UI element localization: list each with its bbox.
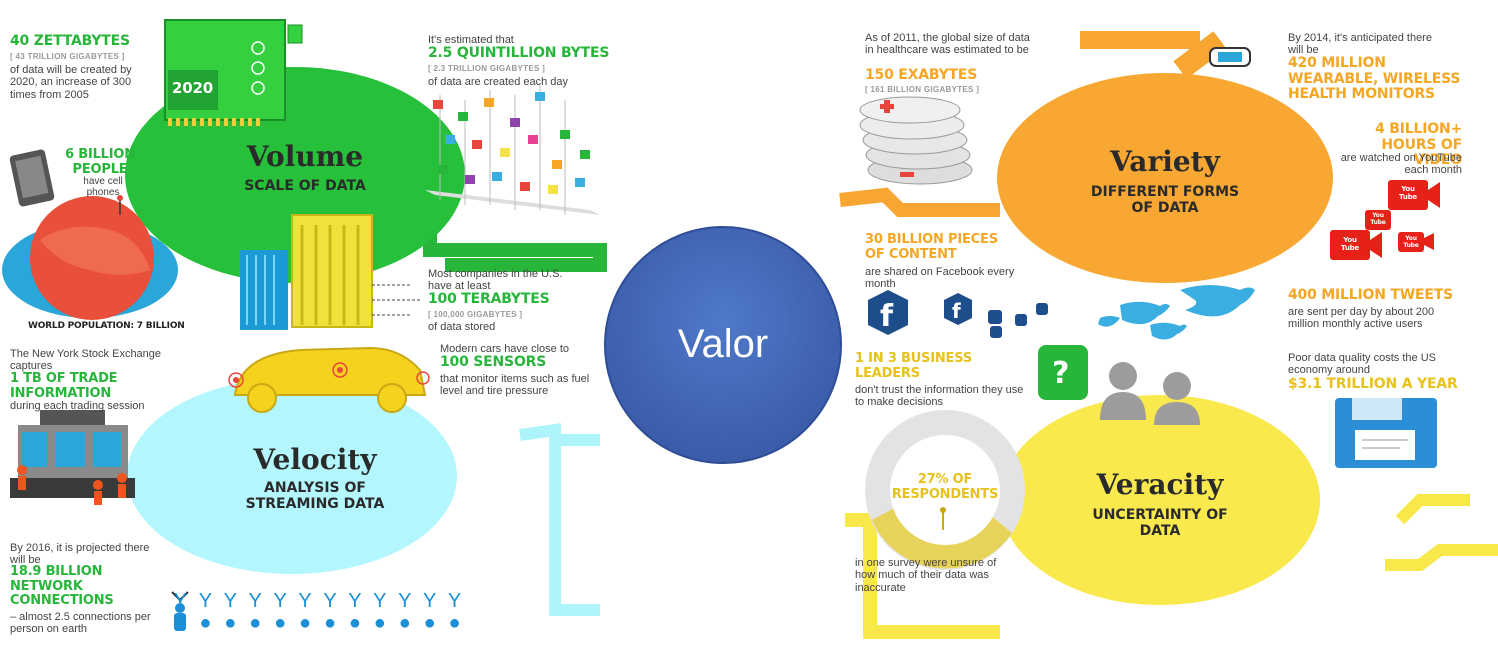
person-icon: Y ● bbox=[273, 590, 287, 634]
green-circuit-line bbox=[423, 230, 607, 272]
bytes-desc: of data are created each day bbox=[428, 76, 569, 88]
survey-desc: in one survey were unsure of how much of… bbox=[855, 557, 997, 594]
health-conversion: [ 161 BILLION GIGABYTES ] bbox=[865, 85, 980, 94]
youtube-icons bbox=[1330, 180, 1440, 260]
person-icon: Y ● bbox=[373, 590, 387, 634]
leaders-desc: don't trust the information they use to … bbox=[855, 384, 1024, 409]
health-disks-icon bbox=[859, 96, 973, 185]
valor-label: Valor bbox=[677, 322, 769, 366]
chip-year-2005: 2005 bbox=[286, 44, 314, 55]
person-icon: Y ● bbox=[447, 590, 462, 634]
network-figure: 18.9 BILLION NETWORK CONNECTIONS bbox=[10, 564, 114, 609]
chip-2005-icon bbox=[287, 24, 303, 44]
leaders-figure: 1 IN 3 BUSINESS LEADERS bbox=[855, 351, 972, 381]
person-icon: Y ● bbox=[423, 590, 437, 634]
person-icon: Y ● bbox=[223, 590, 237, 634]
cell-phone-icon bbox=[9, 149, 55, 207]
sensors-desc: that monitor items such as fuel level an… bbox=[440, 373, 590, 398]
data-cubes-icon bbox=[425, 85, 600, 215]
business-leaders-icon: ? bbox=[1038, 345, 1200, 425]
velocity-circle bbox=[127, 378, 457, 574]
phones-figure: 6 BILLION PEOPLE bbox=[65, 147, 135, 177]
floppy-disk-icon bbox=[1335, 398, 1437, 468]
yellow-circuit-line bbox=[1385, 544, 1498, 571]
wearable-watch-icon bbox=[1209, 47, 1251, 67]
zettabytes-desc: of data will be created by 2020, an incr… bbox=[10, 64, 132, 101]
person-icon: Y ● bbox=[198, 590, 213, 634]
person-icon: Y ● bbox=[298, 590, 312, 634]
terabytes-desc: of data stored bbox=[428, 321, 496, 333]
tweets-figure: 400 MILLION TWEETS bbox=[1288, 287, 1453, 303]
quality-figure: $3.1 TRILLION A YEAR bbox=[1288, 376, 1458, 392]
velocity-title: Velocity bbox=[253, 443, 377, 476]
facebook-figure: 30 BILLION PIECES OF CONTENT bbox=[865, 232, 998, 262]
tweets-desc: are sent per day by about 200 million mo… bbox=[1288, 306, 1435, 331]
svg-text:f: f bbox=[880, 299, 894, 334]
network-people-row: Y ● Y ● Y ● Y ● Y ● Y ● Y ● Y ● Y ● Y ● Y ● Y ● bbox=[170, 590, 465, 636]
velocity-subtitle: ANALYSIS OF STREAMING DATA bbox=[245, 480, 385, 513]
bytes-intro: It's estimated that bbox=[428, 34, 514, 46]
sensors-figure: 100 SENSORS bbox=[440, 354, 547, 370]
person-icon: Y ● bbox=[398, 590, 412, 634]
volume-title: Volume bbox=[246, 140, 364, 173]
veracity-circle bbox=[1000, 395, 1320, 605]
person-icon: Y ● bbox=[248, 590, 262, 634]
youtube-label-4: You Tube bbox=[1403, 235, 1419, 249]
globe-icon bbox=[2, 195, 178, 320]
buildings-icon bbox=[240, 214, 420, 330]
survey-donut-chart bbox=[865, 410, 1025, 570]
nyse-intro: The New York Stock Exchange captures bbox=[10, 348, 162, 373]
zettabytes-figure: 40 ZETTABYTES bbox=[10, 33, 130, 49]
person-icon: Y ● bbox=[323, 590, 337, 634]
facebook-icons: f f bbox=[868, 290, 1048, 338]
network-desc: – almost 2.5 connections per person on e… bbox=[10, 611, 151, 636]
wearable-figure: 420 MILLION WEARABLE, WIRELESS HEALTH MO… bbox=[1288, 55, 1461, 103]
zettabytes-conversion: [ 43 TRILLION GIGABYTES ] bbox=[10, 52, 125, 61]
network-people-icon bbox=[171, 591, 189, 631]
sensors-intro: Modern cars have close to bbox=[440, 343, 570, 355]
valor-circle bbox=[604, 226, 842, 464]
phones-desc: have cell phones bbox=[83, 176, 123, 199]
health-intro: As of 2011, the global size of data in h… bbox=[865, 32, 1030, 57]
network-intro: By 2016, it is projected there will be bbox=[10, 542, 150, 567]
person-icon: Y ● bbox=[348, 590, 362, 634]
terabytes-conversion: [ 100,000 GIGABYTES ] bbox=[428, 310, 523, 319]
terabytes-figure: 100 TERABYTES bbox=[428, 291, 550, 307]
twitter-birds-icon bbox=[1098, 285, 1255, 340]
nyse-figure: 1 TB OF TRADE INFORMATION bbox=[10, 371, 118, 401]
youtube-label-3: You Tube bbox=[1370, 212, 1386, 226]
svg-text:?: ? bbox=[1052, 356, 1069, 391]
bytes-figure: 2.5 QUINTILLION BYTES bbox=[428, 45, 610, 61]
youtube-label-1: You Tube bbox=[1399, 185, 1417, 201]
youtube-label-2: You Tube bbox=[1341, 236, 1359, 252]
video-figure: 4 BILLION+ HOURS OF VIDEO bbox=[1375, 121, 1462, 169]
survey-figure: 27% OF RESPONDENTS bbox=[891, 472, 999, 502]
terabytes-intro: Most companies in the U.S. have at least bbox=[428, 268, 563, 293]
world-population: WORLD POPULATION: 7 BILLION bbox=[28, 321, 185, 331]
orange-circuit-line bbox=[839, 187, 1000, 217]
person-icon: Y ● bbox=[173, 590, 188, 634]
bytes-conversion: [ 2.3 TRILLION GIGABYTES ] bbox=[428, 64, 546, 73]
svg-text:f: f bbox=[952, 299, 961, 323]
nyse-desc: during each trading session bbox=[10, 400, 145, 412]
variety-circle bbox=[997, 73, 1333, 283]
wearable-intro: By 2014, it's anticipated there will be bbox=[1288, 32, 1432, 57]
volume-subtitle: SCALE OF DATA bbox=[244, 178, 366, 194]
variety-title: Variety bbox=[1110, 145, 1220, 178]
cyan-circuit-line bbox=[519, 423, 600, 616]
stock-exchange-icon bbox=[10, 410, 135, 505]
chip-2020-icon bbox=[164, 19, 286, 126]
video-desc: are watched on YouTube each month bbox=[1340, 152, 1462, 177]
variety-subtitle: DIFFERENT FORMS OF DATA bbox=[1090, 184, 1240, 217]
chip-year-2020: 2020 bbox=[172, 79, 213, 97]
veracity-subtitle: UNCERTAINTY OF DATA bbox=[1092, 507, 1228, 540]
facebook-desc: are shared on Facebook every month bbox=[865, 266, 1015, 291]
quality-intro: Poor data quality costs the US economy a… bbox=[1288, 352, 1436, 377]
veracity-title: Veracity bbox=[1096, 468, 1224, 501]
orange-arm bbox=[1173, 31, 1227, 79]
health-figure: 150 EXABYTES bbox=[865, 67, 978, 83]
car-icon bbox=[228, 346, 430, 413]
